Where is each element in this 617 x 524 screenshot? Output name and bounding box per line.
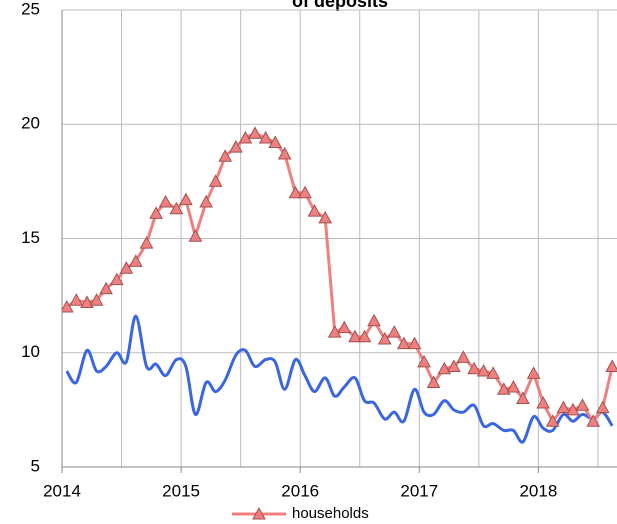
y-tick-label: 25 [21, 0, 40, 18]
marker [119, 261, 134, 274]
marker [357, 329, 372, 343]
marker [208, 174, 223, 187]
x-tick-label: 2014 [43, 481, 81, 500]
marker [536, 395, 551, 409]
marker [327, 325, 342, 338]
marker [387, 325, 402, 338]
marker [89, 293, 104, 306]
marker [62, 300, 74, 313]
marker [109, 272, 124, 286]
marker [179, 192, 193, 206]
marker [605, 359, 617, 372]
y-tick-label: 10 [21, 342, 40, 361]
marker [169, 201, 184, 215]
y-tick-label: 5 [31, 456, 40, 475]
marker [99, 281, 113, 295]
marker [258, 130, 273, 144]
y-tick-label: 15 [21, 228, 40, 247]
marker [526, 366, 541, 379]
x-tick-label: 2016 [281, 481, 319, 500]
legend-label: households [292, 505, 369, 522]
marker [486, 366, 500, 379]
marker [417, 354, 431, 368]
marker [248, 126, 262, 139]
series-line [65, 314, 614, 444]
marker [218, 149, 233, 162]
marker [566, 402, 580, 416]
marker [426, 375, 441, 388]
marker [199, 194, 213, 208]
marker [149, 206, 163, 219]
marker [288, 185, 303, 199]
marker [268, 135, 283, 149]
plot [62, 126, 617, 444]
marker [467, 361, 481, 375]
marker [506, 379, 521, 393]
marker [229, 140, 243, 153]
marker [556, 400, 571, 414]
marker [128, 254, 143, 267]
marker [277, 146, 292, 160]
marker [407, 336, 422, 350]
marker [158, 194, 173, 208]
marker [337, 320, 352, 334]
y-tick-label: 20 [21, 114, 40, 133]
marker [307, 204, 322, 217]
marker [446, 359, 461, 372]
x-tick-label: 2017 [400, 481, 438, 500]
marker [516, 391, 530, 404]
marker [575, 398, 590, 411]
marker [586, 414, 601, 427]
legend-marker [252, 506, 266, 520]
marker [377, 331, 392, 345]
marker [545, 414, 560, 427]
marker [437, 361, 452, 375]
marker [595, 400, 610, 414]
marker [80, 295, 94, 308]
marker [476, 363, 491, 377]
marker [367, 313, 381, 327]
marker [497, 382, 511, 395]
x-tick-label: 2018 [519, 481, 557, 500]
marker [69, 293, 84, 306]
x-tick-label: 2015 [162, 481, 200, 500]
marker [298, 185, 312, 199]
marker [348, 329, 362, 343]
chart-title: of deposits [292, 0, 388, 11]
marker [318, 210, 333, 224]
marker [238, 130, 253, 144]
marker [188, 229, 203, 242]
marker [396, 336, 411, 350]
marker [456, 350, 471, 363]
marker [139, 236, 154, 249]
